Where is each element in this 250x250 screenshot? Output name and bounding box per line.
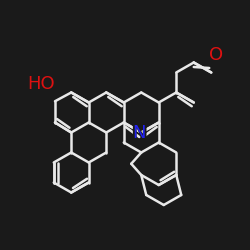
- Text: N: N: [130, 124, 148, 144]
- Text: O: O: [208, 45, 225, 65]
- Text: O: O: [209, 46, 223, 64]
- Text: HO: HO: [28, 75, 55, 93]
- Text: N: N: [132, 124, 145, 142]
- Text: HO: HO: [20, 74, 55, 94]
